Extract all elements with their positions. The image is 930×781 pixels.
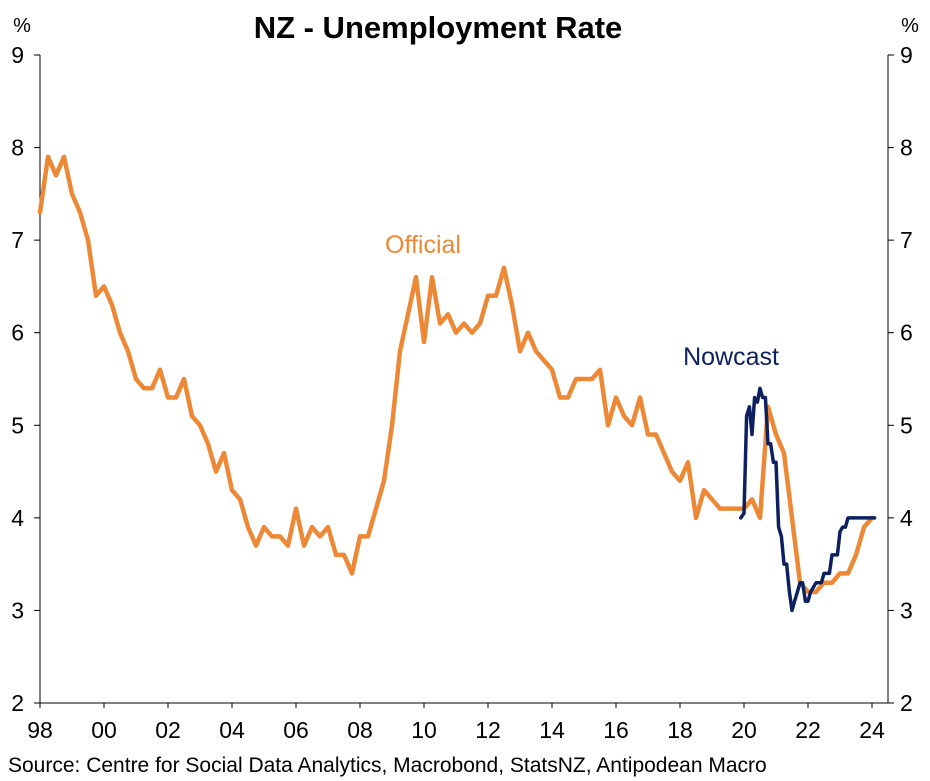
y-tick-label-right: 4 bbox=[900, 505, 913, 531]
y-tick-label-left: 2 bbox=[11, 690, 24, 716]
x-tick-label: 22 bbox=[795, 717, 821, 743]
x-tick-label: 10 bbox=[411, 717, 437, 743]
plot-area bbox=[37, 154, 877, 613]
y-tick-label-left: 6 bbox=[11, 320, 24, 346]
x-tick-label: 08 bbox=[347, 717, 373, 743]
y-tick-label-right: 2 bbox=[900, 690, 913, 716]
x-tick-label: 06 bbox=[283, 717, 309, 743]
x-tick-label: 98 bbox=[27, 717, 53, 743]
x-tick-label: 04 bbox=[219, 717, 245, 743]
x-tick-label: 02 bbox=[155, 717, 181, 743]
nowcast-label: Nowcast bbox=[683, 343, 779, 371]
x-tick-label: 14 bbox=[539, 717, 565, 743]
x-tick-label: 18 bbox=[667, 717, 693, 743]
y-tick-label-left: 9 bbox=[11, 42, 24, 68]
y-tick-label-right: 5 bbox=[900, 412, 913, 438]
y-tick-label-right: 3 bbox=[900, 597, 913, 623]
y-tick-label-left: 4 bbox=[11, 505, 24, 531]
y-tick-label-left: 8 bbox=[11, 135, 24, 161]
axes: 2 23 34 45 56 67 78 89 998 00 02 04 06 08 10 12 14 16 18 20… bbox=[11, 42, 913, 743]
left-axis-unit: % bbox=[13, 15, 31, 37]
y-tick-label-left: 5 bbox=[11, 412, 24, 438]
x-tick-label: 24 bbox=[859, 717, 885, 743]
series-line-nowcast bbox=[739, 386, 877, 613]
y-tick-label-left: 7 bbox=[11, 227, 24, 253]
official-label: Official bbox=[385, 231, 461, 259]
y-tick-label-right: 8 bbox=[900, 135, 913, 161]
series-line-official bbox=[37, 154, 875, 595]
x-tick-label: 20 bbox=[731, 717, 757, 743]
x-tick-label: 12 bbox=[475, 717, 501, 743]
y-tick-label-right: 9 bbox=[900, 42, 913, 68]
chart-title: NZ - Unemployment Rate bbox=[254, 10, 623, 45]
y-tick-label-left: 3 bbox=[11, 597, 24, 623]
y-tick-label-right: 7 bbox=[900, 227, 913, 253]
right-axis-unit: % bbox=[901, 15, 919, 37]
x-tick-label: 16 bbox=[603, 717, 629, 743]
x-tick-label: 00 bbox=[91, 717, 117, 743]
source-note: Source: Centre for Social Data Analytics… bbox=[8, 754, 767, 777]
y-tick-label-right: 6 bbox=[900, 320, 913, 346]
